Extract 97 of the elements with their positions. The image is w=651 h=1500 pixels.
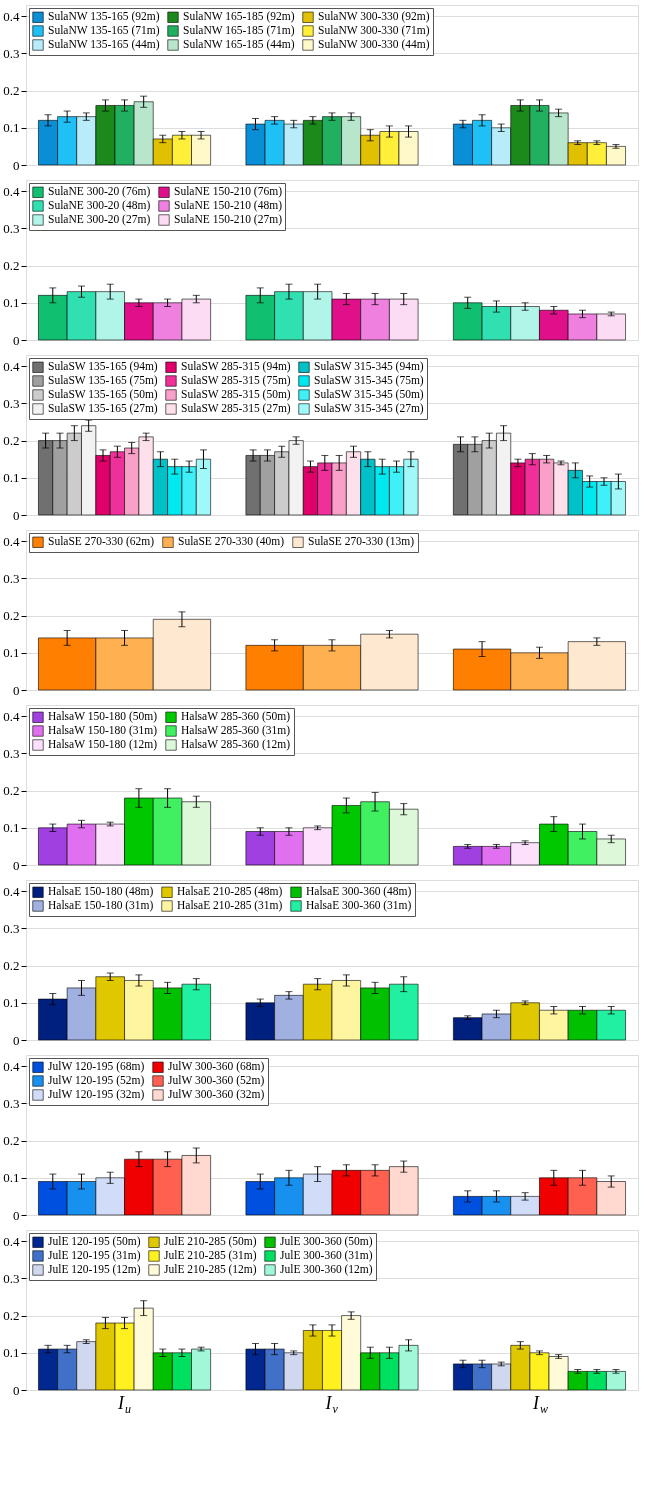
legend-label: SulaSW 135-165 (94m) bbox=[48, 360, 158, 374]
legend-label: HalsaW 285-360 (12m) bbox=[181, 738, 291, 751]
legend-label: SulaSW 315-345 (75m) bbox=[314, 374, 424, 387]
legend-label: SulaSW 315-345 (27m) bbox=[314, 402, 424, 415]
legend-label: JulE 300-360 (12m) bbox=[280, 1263, 373, 1276]
legend-label: JulE 300-360 (50m) bbox=[280, 1235, 373, 1249]
legend-label: HalsaE 300-360 (31m) bbox=[306, 899, 412, 912]
legend-label: SulaNW 135-165 (44m) bbox=[48, 38, 160, 51]
legend-label: JulE 120-195 (31m) bbox=[48, 1249, 141, 1262]
legend-label: SulaSW 315-345 (50m) bbox=[314, 388, 424, 401]
y-tick-label: 0 bbox=[13, 157, 20, 173]
y-tick-label: 0.3 bbox=[3, 1095, 20, 1111]
y-tick-label: 0.2 bbox=[3, 433, 20, 449]
y-tick-label: 0.4 bbox=[3, 533, 20, 549]
y-tick-label: 0.3 bbox=[3, 570, 20, 586]
legend-label: SulaNE 300-20 (76m) bbox=[48, 185, 151, 199]
legend-label: SulaNW 165-185 (92m) bbox=[183, 10, 295, 24]
y-tick-label: 0.2 bbox=[3, 1308, 20, 1324]
y-tick-label: 0.4 bbox=[3, 883, 20, 899]
y-tick-label: 0.4 bbox=[3, 183, 20, 199]
y-tick-label: 0.3 bbox=[3, 920, 20, 936]
y-tick-label: 0.1 bbox=[3, 295, 20, 311]
legend-label: SulaSW 315-345 (94m) bbox=[314, 360, 424, 374]
y-tick-label: 0.2 bbox=[3, 1133, 20, 1149]
legend-label: SulaNE 300-20 (48m) bbox=[48, 199, 151, 212]
legend-label: JulW 120-195 (32m) bbox=[48, 1088, 145, 1101]
legend-label: SulaSE 270-330 (40m) bbox=[178, 535, 285, 549]
y-tick-label: 0.3 bbox=[3, 45, 20, 61]
legend-label: JulW 300-360 (32m) bbox=[168, 1088, 265, 1101]
legend-label: HalsaW 150-180 (31m) bbox=[48, 724, 158, 737]
legend-label: SulaSE 270-330 (13m) bbox=[308, 535, 415, 549]
legend-label: SulaSW 285-315 (75m) bbox=[181, 374, 291, 387]
y-tick-label: 0.1 bbox=[3, 1170, 20, 1186]
y-tick-label: 0 bbox=[13, 332, 20, 348]
y-tick-label: 0 bbox=[13, 1382, 20, 1398]
y-tick-label: 0.3 bbox=[3, 220, 20, 236]
y-tick-label: 0.3 bbox=[3, 1270, 20, 1286]
legend-label: JulW 120-195 (68m) bbox=[48, 1060, 145, 1074]
legend-label: HalsaE 300-360 (48m) bbox=[306, 885, 412, 899]
y-tick-label: 0.4 bbox=[3, 358, 20, 374]
legend-label: SulaSW 135-165 (75m) bbox=[48, 374, 158, 387]
y-tick-label: 0.2 bbox=[3, 783, 20, 799]
y-tick-label: 0.1 bbox=[3, 820, 20, 836]
legend-label: HalsaE 150-180 (31m) bbox=[48, 899, 154, 912]
y-tick-label: 0.4 bbox=[3, 1233, 20, 1249]
y-tick-label: 0.3 bbox=[3, 745, 20, 761]
y-tick-label: 0.2 bbox=[3, 958, 20, 974]
y-tick-label: 0.1 bbox=[3, 645, 20, 661]
legend-label: JulW 300-360 (68m) bbox=[168, 1060, 265, 1074]
legend-label: JulE 210-285 (12m) bbox=[164, 1263, 257, 1276]
legend-label: SulaSW 135-165 (27m) bbox=[48, 402, 158, 415]
y-tick-label: 0.2 bbox=[3, 608, 20, 624]
legend-label: SulaSE 270-330 (62m) bbox=[48, 535, 155, 549]
legend-label: SulaNW 165-185 (71m) bbox=[183, 24, 295, 37]
legend-label: SulaNW 165-185 (44m) bbox=[183, 38, 295, 51]
legend-label: SulaNW 135-165 (71m) bbox=[48, 24, 160, 37]
y-tick-label: 0.1 bbox=[3, 1345, 20, 1361]
y-tick-label: 0.4 bbox=[3, 708, 20, 724]
legend-label: SulaNE 150-210 (48m) bbox=[174, 199, 283, 212]
y-tick-label: 0 bbox=[13, 1032, 20, 1048]
legend-label: SulaNE 150-210 (76m) bbox=[174, 185, 283, 199]
legend-label: JulE 120-195 (50m) bbox=[48, 1235, 141, 1249]
y-tick-label: 0.1 bbox=[3, 470, 20, 486]
legend-label: SulaSW 285-315 (94m) bbox=[181, 360, 291, 374]
y-tick-label: 0.2 bbox=[3, 258, 20, 274]
legend-label: SulaNE 150-210 (27m) bbox=[174, 213, 283, 226]
legend-label: HalsaW 285-360 (50m) bbox=[181, 710, 291, 724]
legend-label: HalsaE 210-285 (31m) bbox=[177, 899, 283, 912]
legend-label: SulaSW 285-315 (50m) bbox=[181, 388, 291, 401]
y-tick-label: 0.4 bbox=[3, 8, 20, 24]
legend-label: JulE 120-195 (12m) bbox=[48, 1263, 141, 1276]
legend-label: SulaSW 285-315 (27m) bbox=[181, 402, 291, 415]
legend-label: SulaSW 135-165 (50m) bbox=[48, 388, 158, 401]
legend-label: JulE 210-285 (31m) bbox=[164, 1249, 257, 1262]
y-tick-label: 0.3 bbox=[3, 395, 20, 411]
y-tick-label: 0 bbox=[13, 1207, 20, 1223]
legend-label: JulE 210-285 (50m) bbox=[164, 1235, 257, 1249]
legend-label: HalsaE 150-180 (48m) bbox=[48, 885, 154, 899]
legend-label: SulaNW 300-330 (71m) bbox=[318, 24, 430, 37]
y-tick-label: 0.4 bbox=[3, 1058, 20, 1074]
legend-label: JulE 300-360 (31m) bbox=[280, 1249, 373, 1262]
y-tick-label: 0.1 bbox=[3, 120, 20, 136]
legend-label: HalsaW 150-180 (12m) bbox=[48, 738, 158, 751]
legend-label: SulaNW 135-165 (92m) bbox=[48, 10, 160, 24]
legend-label: HalsaW 150-180 (50m) bbox=[48, 710, 158, 724]
legend-label: HalsaE 210-285 (48m) bbox=[177, 885, 283, 899]
legend-label: SulaNW 300-330 (92m) bbox=[318, 10, 430, 24]
legend-label: JulW 120-195 (52m) bbox=[48, 1074, 145, 1087]
y-tick-label: 0.2 bbox=[3, 83, 20, 99]
legend-label: SulaNW 300-330 (44m) bbox=[318, 38, 430, 51]
y-tick-label: 0 bbox=[13, 507, 20, 523]
legend-label: SulaNE 300-20 (27m) bbox=[48, 213, 151, 226]
legend-label: JulW 300-360 (52m) bbox=[168, 1074, 265, 1087]
legend-label: HalsaW 285-360 (31m) bbox=[181, 724, 291, 737]
y-tick-label: 0 bbox=[13, 682, 20, 698]
y-tick-label: 0.1 bbox=[3, 995, 20, 1011]
y-tick-label: 0 bbox=[13, 857, 20, 873]
